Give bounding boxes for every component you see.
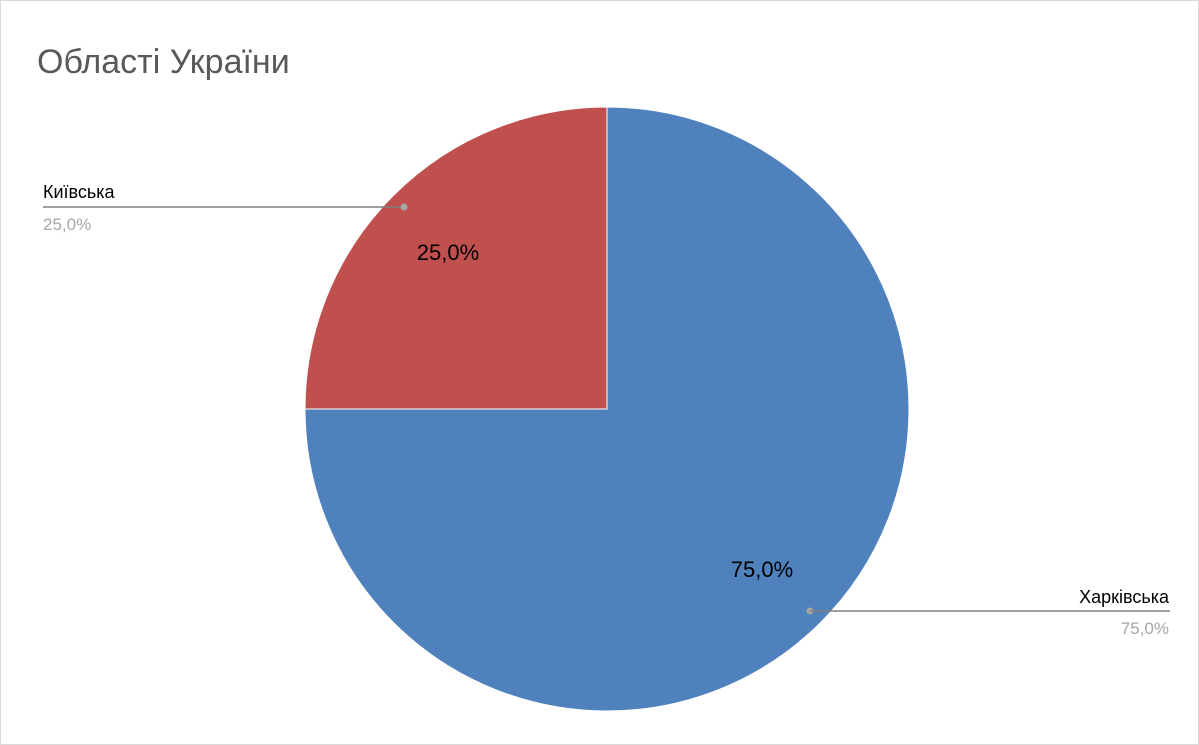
pie-slice-kharkivska [304,106,910,712]
pie-slice-kyivska [304,106,608,410]
chart-title: Області України [37,43,290,81]
data-label-inside-kyivska: 25,0% [417,240,479,265]
callout-name-kharkivska: Харківська [1079,587,1170,607]
callout-value-kyivska: 25,0% [43,215,91,234]
callout-name-kyivska: Київська [43,182,116,202]
callout-dot-kyivska [400,203,408,211]
data-label-inside-kharkivska: 75,0% [731,557,793,582]
callout-value-kharkivska: 75,0% [1121,619,1169,638]
